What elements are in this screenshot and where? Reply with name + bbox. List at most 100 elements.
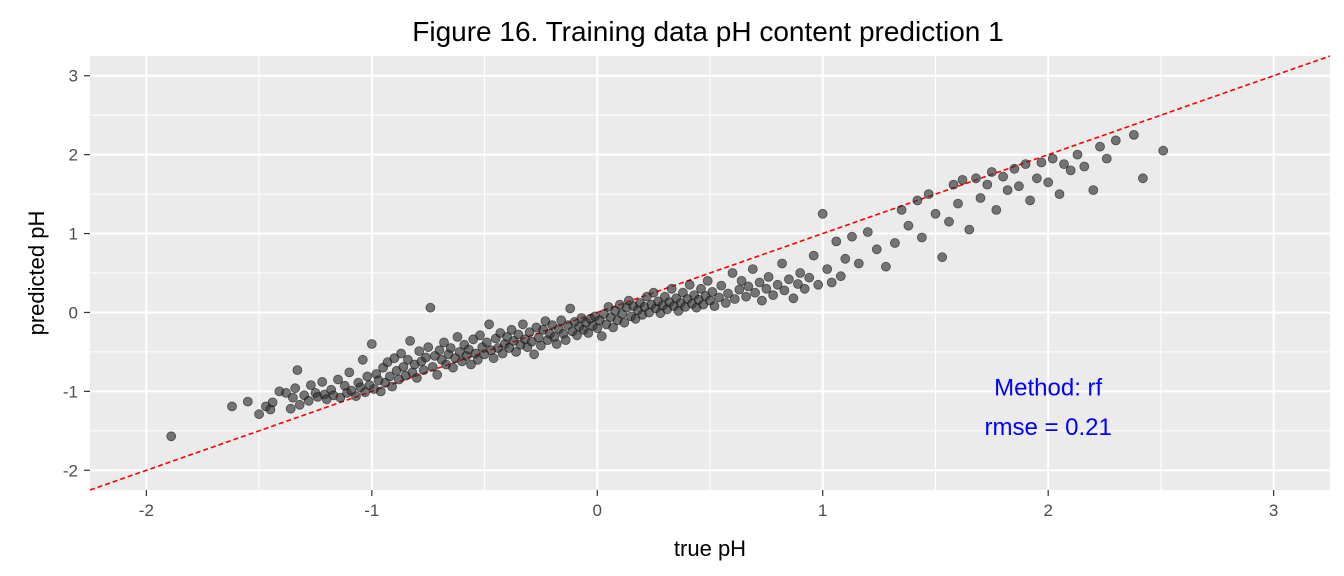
data-point xyxy=(418,365,429,376)
data-point xyxy=(750,287,760,298)
data-point xyxy=(414,346,425,357)
data-point xyxy=(714,292,724,303)
data-point xyxy=(281,387,292,398)
data-point xyxy=(777,258,787,269)
y-tick-label: -1 xyxy=(63,382,78,401)
data-point xyxy=(736,275,747,286)
data-point xyxy=(890,238,900,248)
data-point xyxy=(831,236,842,247)
x-tick-label: -2 xyxy=(139,501,154,520)
data-point xyxy=(684,279,695,290)
data-point xyxy=(351,391,361,402)
data-point xyxy=(1002,185,1013,196)
data-point xyxy=(1158,145,1169,156)
data-point xyxy=(387,381,398,392)
reference-line-group xyxy=(89,55,1331,491)
y-tick-label: 1 xyxy=(69,225,78,244)
chart-title: Figure 16. Training data pH content pred… xyxy=(412,16,1003,47)
data-point xyxy=(556,315,567,326)
data-point xyxy=(813,279,824,290)
data-point xyxy=(389,353,400,364)
annotations: Method: rf rmse = 0.21 xyxy=(984,374,1111,440)
data-point xyxy=(362,371,373,382)
data-point xyxy=(1032,173,1042,184)
reference-line xyxy=(89,55,1331,491)
data-point xyxy=(423,342,434,353)
y-tick-label: 0 xyxy=(69,303,78,322)
data-point xyxy=(862,227,873,237)
y-tick-label: -2 xyxy=(63,461,78,480)
x-tick-label: 0 xyxy=(593,501,602,520)
data-point xyxy=(1095,141,1105,152)
data-point xyxy=(285,403,296,414)
x-tick-label: 1 xyxy=(818,501,827,520)
data-points xyxy=(166,129,1169,442)
data-point xyxy=(953,198,963,209)
data-point xyxy=(1014,181,1024,192)
data-point xyxy=(903,220,914,231)
data-point xyxy=(709,301,720,312)
data-point xyxy=(344,367,355,378)
data-point xyxy=(982,179,993,190)
data-point xyxy=(466,359,476,370)
data-point xyxy=(405,335,416,346)
x-tick-label: -1 xyxy=(364,501,379,520)
data-point xyxy=(475,330,485,341)
data-point xyxy=(768,290,778,301)
data-point xyxy=(565,303,576,314)
annotation-text: rmse = 0.21 xyxy=(984,414,1111,441)
data-point xyxy=(720,298,731,308)
data-point xyxy=(930,208,941,219)
data-point xyxy=(793,279,803,289)
data-point xyxy=(666,283,677,294)
data-point xyxy=(772,279,783,290)
data-point xyxy=(1129,129,1139,140)
data-point xyxy=(529,349,539,360)
data-point xyxy=(1025,195,1035,206)
data-point xyxy=(1065,165,1076,176)
data-point xyxy=(481,337,492,348)
data-point xyxy=(944,216,954,227)
data-point xyxy=(835,271,846,282)
data-point xyxy=(357,354,368,365)
y-tick-label: 3 xyxy=(69,67,78,86)
data-point xyxy=(788,293,799,304)
data-point xyxy=(1009,163,1020,174)
data-point xyxy=(991,204,1002,215)
data-point xyxy=(957,174,968,185)
annotation-text: Method: rf xyxy=(994,374,1102,401)
data-point xyxy=(896,204,907,215)
data-point xyxy=(937,252,948,263)
data-point xyxy=(484,319,495,330)
data-point xyxy=(804,272,815,283)
data-point xyxy=(551,339,562,349)
data-point xyxy=(723,288,733,299)
data-point xyxy=(826,277,837,288)
data-point xyxy=(448,362,458,373)
data-point xyxy=(439,337,449,348)
data-point xyxy=(998,171,1008,182)
x-axis-title: true pH xyxy=(674,536,746,561)
data-point xyxy=(472,354,483,365)
data-point xyxy=(986,167,997,177)
data-point xyxy=(411,372,422,383)
data-point xyxy=(432,369,443,380)
data-point xyxy=(975,193,986,203)
data-point xyxy=(497,348,508,359)
data-point xyxy=(808,250,819,261)
data-point xyxy=(452,331,463,342)
data-point xyxy=(511,346,521,357)
data-point xyxy=(948,179,959,190)
data-point xyxy=(702,275,713,286)
data-point xyxy=(488,353,499,364)
data-point xyxy=(254,409,265,420)
data-point xyxy=(1036,157,1047,168)
data-point xyxy=(608,322,618,333)
data-point xyxy=(267,397,278,408)
data-point xyxy=(305,380,316,391)
data-point xyxy=(317,376,328,387)
data-point xyxy=(1072,149,1083,160)
data-point xyxy=(524,327,535,338)
data-point xyxy=(822,264,833,275)
